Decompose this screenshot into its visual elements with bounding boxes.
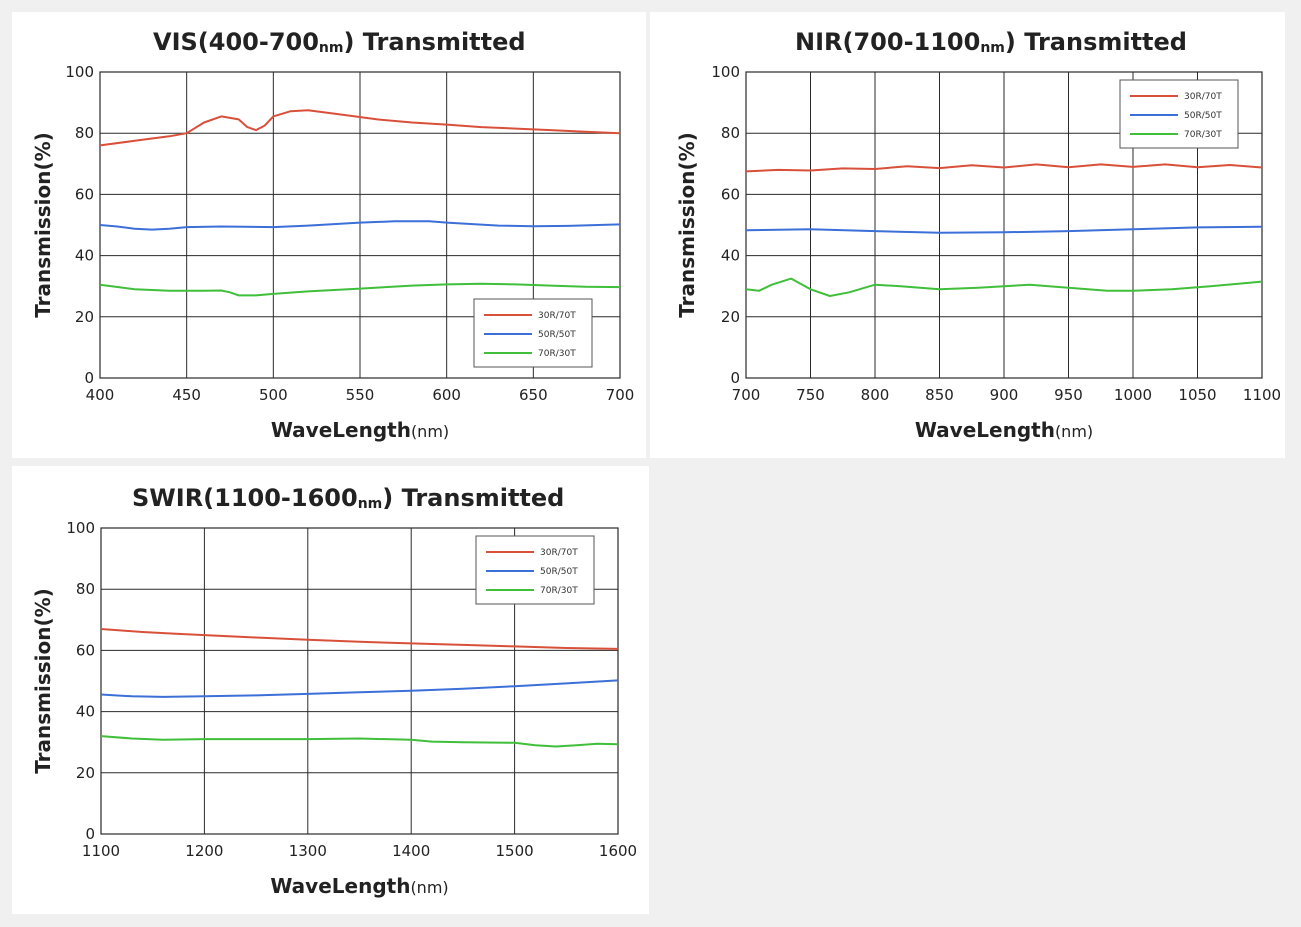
- nir-y-axis-label: Transmission(%): [675, 132, 699, 318]
- nir-chart-panel: NIR(700-1100nm) Transmitted 0 20 40 60 80 100 7…: [650, 12, 1285, 458]
- swir-x-tick-label: 1200: [185, 842, 223, 860]
- nir-series-50r-50t: [745, 225, 1263, 234]
- swir-x-tick-label: 1100: [82, 842, 120, 860]
- nir-y-tick-label: 40: [721, 247, 740, 265]
- vis-series-50r-50t: [99, 220, 621, 231]
- vis-y-tick-label: 80: [75, 124, 94, 142]
- nir-legend-label: 70R/30T: [1184, 130, 1222, 140]
- nir-y-tick-label: 80: [721, 124, 740, 142]
- swir-x-tick-label: 1300: [289, 842, 327, 860]
- vis-y-tick-label: 0: [84, 369, 94, 387]
- swir-series-50r-50t: [100, 679, 619, 698]
- vis-x-tick-label: 600: [432, 386, 461, 404]
- nir-x-tick-label: 1000: [1114, 386, 1152, 404]
- vis-x-tick-label: 650: [519, 386, 548, 404]
- nir-x-tick-label: 950: [1054, 386, 1083, 404]
- vis-y-axis-label: Transmission(%): [31, 132, 55, 318]
- nir-chart: NIR(700-1100nm) Transmitted 0 20 40 60 80 100 7…: [675, 28, 1281, 442]
- nir-y-tick-label: 0: [730, 369, 740, 387]
- swir-chart: SWIR(1100-1600nm) Transmitted 0 20 40 60 80 10…: [31, 484, 637, 898]
- nir-x-axis-label: WaveLength(nm): [915, 418, 1093, 442]
- nir-x-tick-label: 700: [732, 386, 761, 404]
- swir-y-tick-label: 60: [76, 641, 95, 659]
- nir-x-tick-label: 900: [990, 386, 1019, 404]
- swir-x-tick-label: 1600: [599, 842, 637, 860]
- nir-x-tick-label: 850: [925, 386, 954, 404]
- swir-legend-label: 50R/50T: [540, 567, 578, 577]
- vis-chart: VIS(400-700nm) Transmitted 0 20 40 60 80 100 40…: [31, 28, 635, 442]
- swir-legend-label: 70R/30T: [540, 586, 578, 596]
- nir-plot-frame: [745, 71, 1263, 379]
- vis-chart-title: VIS(400-700nm) Transmitted: [153, 28, 526, 56]
- swir-series-70r-30t: [100, 735, 619, 748]
- vis-x-tick-label: 400: [86, 386, 115, 404]
- vis-series-70r-30t: [99, 282, 621, 297]
- vis-x-tick-label: 450: [172, 386, 201, 404]
- vis-x-axis-label: WaveLength(nm): [271, 418, 449, 442]
- nir-legend: 30R/70T 50R/50T 70R/30T: [1119, 79, 1239, 149]
- swir-chart-panel: SWIR(1100-1600nm) Transmitted 0 20 40 60 80 10…: [12, 466, 649, 914]
- nir-y-tick-label: 20: [721, 308, 740, 326]
- vis-chart-panel: VIS(400-700nm) Transmitted 0 20 40 60 80 100 40…: [12, 12, 646, 458]
- swir-chart-title: SWIR(1100-1600nm) Transmitted: [132, 484, 564, 512]
- nir-legend-label: 30R/70T: [1184, 92, 1222, 102]
- vis-x-tick-label: 550: [346, 386, 375, 404]
- swir-legend: 30R/70T 50R/50T 70R/30T: [475, 535, 595, 605]
- vis-legend-label: 50R/50T: [538, 330, 576, 340]
- nir-y-tick-label: 60: [721, 185, 740, 203]
- swir-x-tick-label: 1400: [392, 842, 430, 860]
- vis-series-30r-70t: [99, 109, 621, 147]
- swir-y-tick-label: 0: [85, 825, 95, 843]
- nir-series-70r-30t: [745, 277, 1263, 297]
- swir-x-tick-label: 1500: [496, 842, 534, 860]
- nir-x-tick-label: 1050: [1178, 386, 1216, 404]
- vis-legend-label: 30R/70T: [538, 311, 576, 321]
- swir-y-tick-label: 80: [76, 580, 95, 598]
- swir-x-axis-label: WaveLength(nm): [270, 874, 448, 898]
- swir-y-tick-label: 40: [76, 703, 95, 721]
- nir-y-tick-label: 100: [711, 63, 740, 81]
- vis-y-tick-label: 20: [75, 308, 94, 326]
- nir-series-30r-70t: [745, 163, 1263, 173]
- nir-x-tick-label: 800: [861, 386, 890, 404]
- vis-legend: 30R/70T 50R/50T 70R/30T: [473, 298, 593, 368]
- vis-x-tick-label: 700: [606, 386, 635, 404]
- nir-chart-title: NIR(700-1100nm) Transmitted: [795, 28, 1187, 56]
- swir-y-tick-label: 20: [76, 764, 95, 782]
- swir-y-axis-label: Transmission(%): [31, 588, 55, 774]
- vis-x-tick-label: 500: [259, 386, 288, 404]
- vis-y-tick-label: 60: [75, 185, 94, 203]
- vis-y-tick-label: 100: [65, 63, 94, 81]
- swir-series-30r-70t: [100, 628, 619, 650]
- swir-y-tick-label: 100: [66, 519, 95, 537]
- nir-legend-label: 50R/50T: [1184, 111, 1222, 121]
- nir-x-tick-label: 1100: [1243, 386, 1281, 404]
- nir-x-tick-label: 750: [796, 386, 825, 404]
- swir-legend-label: 30R/70T: [540, 548, 578, 558]
- vis-y-tick-label: 40: [75, 247, 94, 265]
- vis-legend-label: 70R/30T: [538, 349, 576, 359]
